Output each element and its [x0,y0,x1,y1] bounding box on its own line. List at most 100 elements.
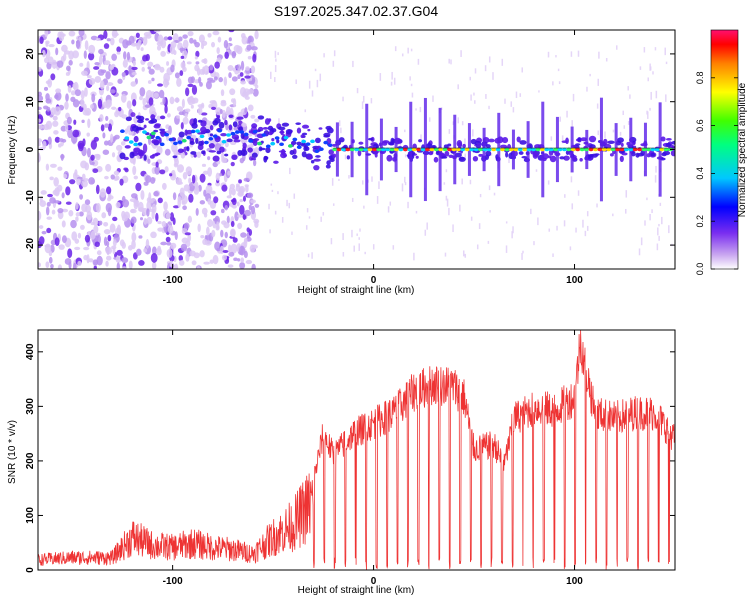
spectrogram-noise-blob [239,86,247,97]
spectrogram-faint-streak [557,68,560,72]
spectrogram-noise-blob [138,235,143,239]
spectrogram-faint-streak [510,101,513,107]
spectrogram-noise-blob [47,78,53,88]
spectrogram-noise-blob [162,182,167,190]
spectrogram-signal-blob [136,126,143,131]
spectrogram-core-mark [385,147,391,152]
spectrogram-noise-blob [54,136,61,143]
spectrogram-signal-blob [232,121,238,128]
spectrogram-noise-blob [236,201,240,207]
spectrogram-core-mark [119,129,125,134]
spectrogram-noise-blob [174,97,180,103]
spectrogram-faint-streak [448,207,450,216]
spectrogram-noise-blob [166,113,171,118]
spectrogram-noise-blob [128,35,135,46]
spectrogram-faint-streak [658,223,660,227]
spectrogram-faint-streak [512,226,514,234]
spectrogram-noise-blob [61,44,68,53]
spectrogram-core-mark [150,131,156,136]
spectrogram-faint-streak [464,253,467,258]
spectrogram-signal-blob [292,154,298,159]
spectrogram-signal-blob [472,155,479,162]
spectrogram-noise-blob [38,225,44,229]
spectrogram-noise-blob [173,149,179,156]
spectrogram-faint-streak [474,100,476,104]
spectrogram-faint-streak [505,245,508,253]
spectrogram-noise-blob [163,72,171,83]
spectrogram-noise-blob [122,59,128,68]
spectrogram-signal-blob [200,126,207,134]
spectrogram-noise-blob [45,163,50,171]
spectrogram-noise-blob [40,190,47,195]
spectrogram-noise-blob [39,36,44,45]
spectrogram-noise-blob [111,32,119,37]
spectrogram-noise-blob [97,98,103,109]
spectrogram-faint-streak [627,121,630,125]
spectrogram-noise-blob [187,76,194,84]
spectrogram-signal-blob [358,141,364,145]
spectrogram-noise-blob [88,77,96,86]
spectrogram-noise-blob [106,82,114,86]
spectrogram-noise-blob [61,192,65,199]
spectrogram-signal-blob [635,152,640,158]
spectrogram-noise-blob [112,239,117,247]
spectrogram-signal-blob [665,138,672,141]
spectrogram-signal-blob [301,132,308,136]
spectrogram-faint-streak [356,87,359,94]
spectrogram-noise-blob [156,247,162,256]
spectrogram-signal-blob [671,140,675,145]
spectrogram-core-mark [128,140,134,144]
spectrogram-faint-streak [535,169,538,172]
spectrogram-signal-blob [447,143,452,147]
spectrogram-faint-streak [598,51,600,59]
spectrogram-core-mark [597,147,603,152]
spectrogram-noise-blob [57,264,63,269]
spectrogram-noise-blob [153,92,159,99]
spectrogram-faint-streak [521,67,523,73]
spectrogram-core-mark [358,147,364,152]
spectrogram-faint-streak [410,48,413,52]
spectrogram-y-label: Frequency (Hz) [7,116,18,185]
spectrogram-core-mark [646,147,651,152]
spectrogram-signal-blob [549,155,557,163]
spectrogram-noise-blob [111,106,117,110]
spectrogram-noise-blob [207,167,213,177]
spectrogram-noise-blob [247,133,253,137]
spectrogram-noise-blob [252,159,257,167]
spectrogram-faint-streak [331,178,334,186]
spectrogram-core-mark [588,147,594,152]
spectrogram-noise-blob [83,246,90,251]
spectrogram-noise-blob [239,72,244,77]
spectrogram-noise-blob [163,201,168,211]
spectrogram-noise-blob [133,175,139,180]
spectrogram-core-mark [575,147,581,152]
spectrogram-noise-blob [222,249,229,253]
spectrogram-noise-blob [163,36,169,41]
spectrogram-noise-blob [61,235,67,244]
spectrogram-noise-blob [248,80,255,85]
spectrogram-noise-blob [60,153,64,161]
spectrogram-noise-blob [106,85,110,92]
spectrogram-signal-blob [338,137,345,143]
spectrogram-noise-blob [215,107,222,116]
spectrogram-noise-blob [38,66,42,72]
spectrogram-noise-blob [54,237,60,247]
spectrogram-signal-blob [259,147,266,151]
spectrogram-noise-blob [177,164,185,173]
spectrogram-signal-blob [357,149,362,157]
spectrogram-noise-blob [103,30,108,39]
spectrogram-core-mark [553,147,559,152]
spectrogram-core-mark [137,142,143,146]
spectrogram-faint-streak [270,183,273,186]
spectrogram-noise-blob [241,122,247,128]
spectrogram-noise-blob [237,258,241,262]
spectrogram-noise-blob [240,80,246,85]
spectrogram-y-tick-label: -20 [25,237,36,252]
spectrogram-noise-blob [178,255,184,262]
spectrogram-noise-blob [58,244,65,250]
spectrogram-noise-blob [228,244,232,253]
spectrogram-signal-blob [670,150,675,157]
spectrogram-noise-blob [93,265,97,269]
spectrogram-noise-blob [160,50,166,57]
spectrogram-faint-streak [319,73,322,82]
